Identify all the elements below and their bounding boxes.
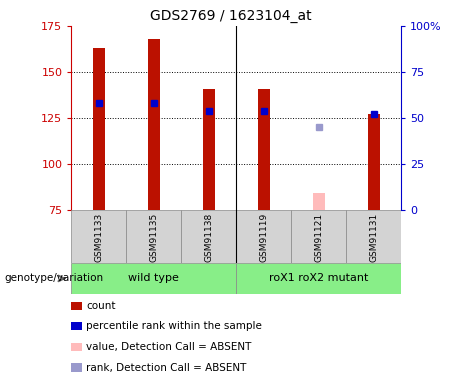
Bar — [148, 39, 160, 210]
Text: GSM91131: GSM91131 — [369, 213, 378, 262]
Bar — [258, 89, 270, 210]
Text: GSM91121: GSM91121 — [314, 213, 323, 262]
Bar — [93, 48, 105, 210]
Bar — [236, 262, 401, 294]
Text: GDS2769 / 1623104_at: GDS2769 / 1623104_at — [150, 9, 311, 23]
Text: count: count — [86, 301, 116, 310]
Bar — [313, 194, 325, 210]
Text: value, Detection Call = ABSENT: value, Detection Call = ABSENT — [86, 342, 252, 352]
Bar — [291, 210, 346, 262]
Bar — [71, 210, 126, 262]
Bar — [181, 210, 236, 262]
Text: GSM91135: GSM91135 — [149, 213, 159, 262]
Text: wild type: wild type — [129, 273, 179, 284]
Text: rank, Detection Call = ABSENT: rank, Detection Call = ABSENT — [86, 363, 247, 372]
Bar — [126, 210, 181, 262]
Bar — [367, 114, 380, 210]
Text: genotype/variation: genotype/variation — [5, 273, 104, 284]
Bar — [71, 262, 236, 294]
Text: roX1 roX2 mutant: roX1 roX2 mutant — [269, 273, 368, 284]
Text: GSM91133: GSM91133 — [95, 213, 103, 262]
Bar — [236, 210, 291, 262]
Text: percentile rank within the sample: percentile rank within the sample — [86, 321, 262, 331]
Text: GSM91119: GSM91119 — [259, 213, 268, 262]
Bar — [346, 210, 401, 262]
Bar — [203, 89, 215, 210]
Text: GSM91138: GSM91138 — [204, 213, 213, 262]
